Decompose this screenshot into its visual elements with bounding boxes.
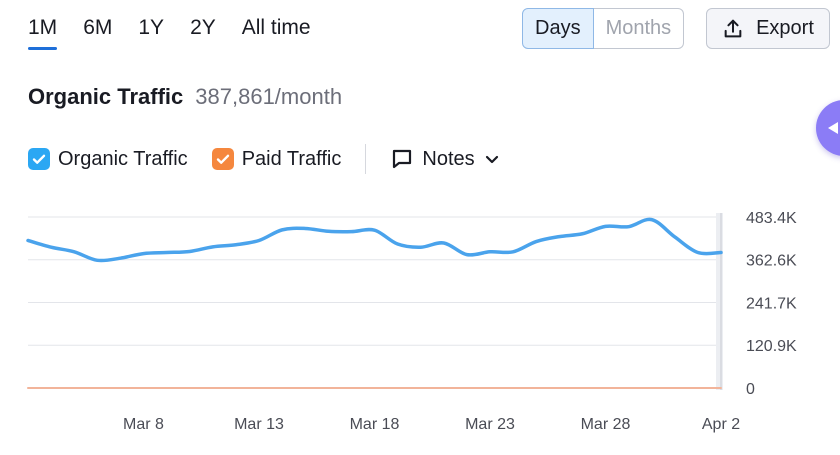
arrow-left-icon [828, 122, 838, 134]
checkmark-icon [216, 154, 229, 164]
chart-legend: Organic Traffic Paid Traffic Notes [28, 144, 499, 174]
range-tab-6m[interactable]: 6M [83, 16, 113, 39]
months-button[interactable]: Months [593, 8, 685, 49]
x-axis-labels: Mar 8 Mar 13 Mar 18 Mar 23 Mar 28 Apr 2 [123, 416, 740, 433]
organic-traffic-line [26, 217, 723, 263]
legend-organic-label: Organic Traffic [58, 147, 188, 170]
legend-paid-label: Paid Traffic [241, 147, 342, 170]
legend-paid-traffic[interactable]: Paid Traffic [211, 147, 342, 171]
x-tick-label: Mar 23 [465, 416, 515, 433]
metric-value: 387,861/month [195, 84, 343, 109]
legend-divider [365, 144, 367, 174]
organic-checkbox[interactable] [28, 148, 50, 170]
export-label: Export [756, 17, 814, 39]
y-axis-labels: 0 120.9K 241.7K 362.6K 483.4K [746, 210, 797, 398]
metric-summary: Organic Traffic 387,861/month [28, 84, 342, 110]
x-tick-label: Mar 8 [123, 416, 164, 433]
x-tick-label: Mar 18 [350, 416, 400, 433]
y-tick-label: 362.6K [746, 253, 797, 270]
chevron-down-icon [485, 155, 498, 164]
range-tab-1m[interactable]: 1M [28, 14, 58, 50]
upload-icon [724, 19, 742, 37]
legend-organic-traffic[interactable]: Organic Traffic [28, 148, 188, 171]
y-tick-label: 120.9K [746, 338, 797, 355]
granularity-toggle: Days Months [522, 8, 685, 49]
range-tab-all-time[interactable]: All time [241, 16, 311, 39]
range-tabs: 1M 6M 1Y 2Y All time [28, 14, 311, 50]
days-button[interactable]: Days [522, 8, 594, 49]
checkmark-icon [32, 154, 46, 164]
x-tick-label: Apr 2 [702, 416, 740, 433]
range-tab-2y[interactable]: 2Y [190, 16, 216, 39]
notes-label: Notes [422, 147, 475, 170]
hover-cursor-band [716, 213, 723, 390]
chart-grid [28, 216, 721, 389]
y-tick-label: 241.7K [746, 296, 797, 313]
series-layer [26, 217, 723, 389]
assistant-bubble[interactable] [816, 100, 840, 156]
metric-title: Organic Traffic [28, 84, 184, 109]
x-tick-label: Mar 13 [234, 416, 284, 433]
export-button[interactable]: Export [706, 8, 830, 49]
comment-icon [393, 149, 412, 169]
notes-button[interactable]: Notes [390, 147, 498, 171]
y-tick-label: 0 [746, 381, 755, 398]
paid-checkbox[interactable] [211, 148, 234, 170]
y-tick-label: 483.4K [746, 210, 797, 227]
x-tick-label: Mar 28 [581, 416, 631, 433]
range-tab-1y[interactable]: 1Y [138, 16, 165, 39]
